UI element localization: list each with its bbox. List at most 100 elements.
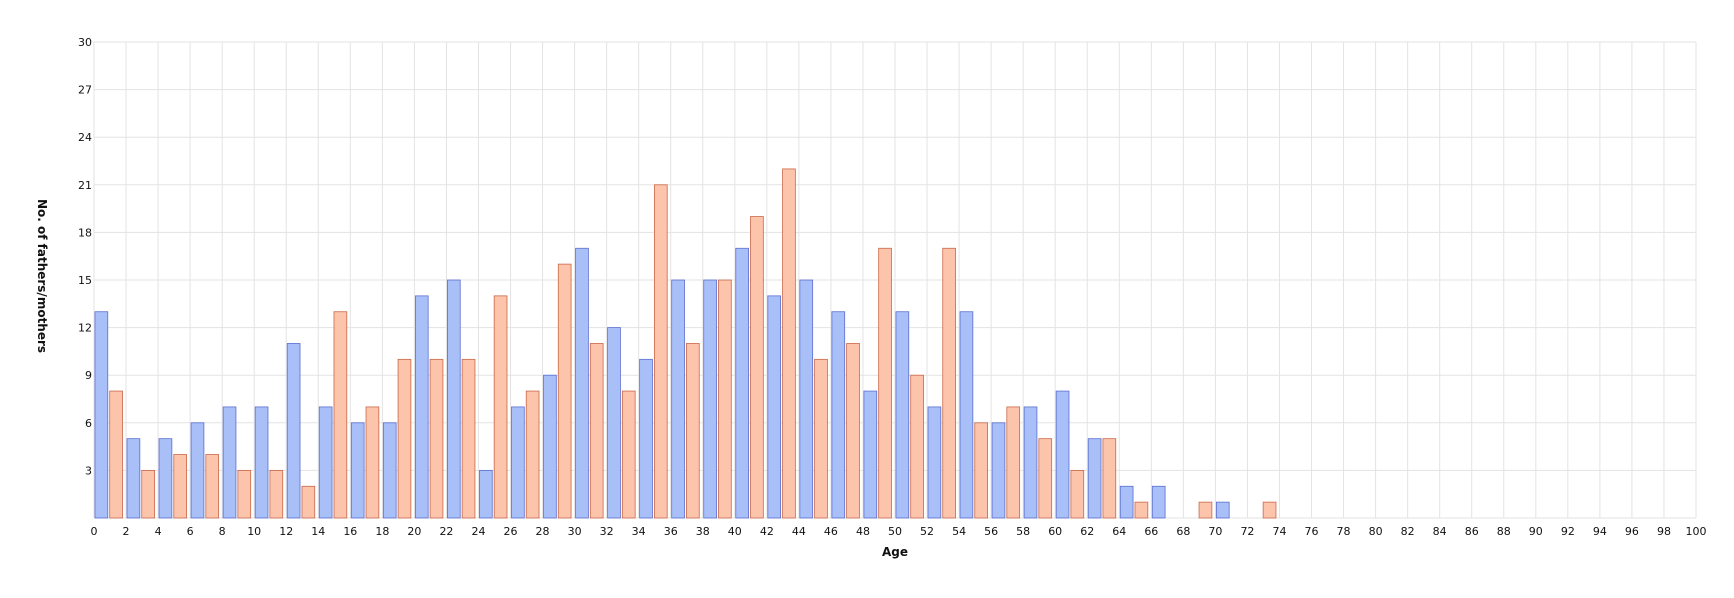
bar-series-1: [607, 327, 621, 519]
bar-series-1: [158, 438, 173, 519]
bar-series-2: [653, 184, 668, 519]
bar-series-1: [446, 279, 461, 519]
x-tick-label: 12: [279, 525, 293, 538]
bar-series-2: [1262, 501, 1277, 519]
bar-series-1: [1215, 501, 1230, 519]
x-tick-label: 56: [984, 525, 998, 538]
bar-series-2: [942, 247, 956, 519]
bar-series-2: [1102, 438, 1117, 519]
x-tick-label: 42: [760, 525, 774, 538]
bar-series-1: [350, 422, 365, 519]
x-tick-label: 46: [824, 525, 838, 538]
x-tick-label: 100: [1686, 525, 1707, 538]
bar-series-2: [397, 358, 412, 519]
bar-series-2: [589, 343, 604, 519]
bar-series-1: [671, 279, 685, 519]
x-tick-label: 20: [407, 525, 421, 538]
bar-series-2: [750, 216, 764, 519]
bar-series-1: [1023, 406, 1038, 519]
bar-series-2: [365, 406, 380, 519]
bar-series-1: [895, 311, 910, 519]
x-tick-label: 18: [375, 525, 389, 538]
x-tick-label: 80: [1369, 525, 1383, 538]
x-tick-label: 22: [439, 525, 453, 538]
x-tick-label: 54: [952, 525, 966, 538]
x-tick-label: 62: [1080, 525, 1094, 538]
x-tick-label: 48: [856, 525, 870, 538]
y-tick-label: 9: [85, 369, 92, 382]
bar-series-1: [382, 422, 397, 519]
bar-series-2: [525, 390, 540, 519]
x-tick-label: 10: [247, 525, 261, 538]
x-tick-label: 50: [888, 525, 902, 538]
x-tick-label: 30: [568, 525, 582, 538]
bar-series-2: [1038, 438, 1053, 519]
bar-series-2: [173, 454, 187, 519]
bar-series-2: [686, 343, 700, 519]
x-tick-label: 24: [471, 525, 485, 538]
x-tick-label: 44: [792, 525, 806, 538]
bar-series-2: [846, 343, 860, 519]
x-tick-label: 88: [1497, 525, 1511, 538]
bar-series-1: [1055, 390, 1070, 519]
bars-layer: [94, 168, 1277, 519]
y-tick-label: 30: [78, 36, 92, 49]
x-tick-label: 90: [1529, 525, 1543, 538]
x-tick-label: 52: [920, 525, 934, 538]
bar-series-2: [782, 168, 796, 519]
bar-series-2: [878, 247, 892, 519]
bar-series-1: [927, 406, 942, 519]
x-tick-label: 26: [504, 525, 518, 538]
x-tick-label: 58: [1016, 525, 1030, 538]
y-tick-label: 12: [78, 322, 92, 335]
x-tick-label: 74: [1272, 525, 1286, 538]
y-tick-label: 3: [85, 464, 92, 477]
bar-series-1: [991, 422, 1006, 519]
x-tick-label: 86: [1465, 525, 1479, 538]
bar-series-2: [718, 279, 732, 519]
x-tick-label: 72: [1240, 525, 1254, 538]
bar-series-1: [94, 311, 109, 519]
bar-series-1: [1151, 485, 1166, 519]
bar-series-2: [205, 454, 220, 519]
x-tick-label: 6: [187, 525, 194, 538]
y-axis-title: No. of fathers/mothers: [35, 199, 49, 353]
bar-series-1: [286, 343, 301, 519]
x-tick-label: 76: [1305, 525, 1319, 538]
x-tick-label: 38: [696, 525, 710, 538]
bar-series-1: [863, 390, 878, 519]
x-tick-label: 64: [1112, 525, 1126, 538]
bar-series-2: [910, 374, 924, 519]
bar-series-1: [479, 469, 493, 519]
x-tick-label: 4: [155, 525, 162, 538]
bar-series-1: [511, 406, 525, 519]
bar-series-2: [621, 390, 636, 519]
bar-series-2: [333, 311, 348, 519]
y-tick-label: 27: [78, 84, 92, 97]
bar-series-1: [831, 311, 846, 519]
bar-series-1: [126, 438, 141, 519]
x-tick-label: 16: [343, 525, 357, 538]
bar-series-1: [543, 374, 557, 519]
bar-series-1: [703, 279, 717, 519]
bar-series-1: [735, 247, 749, 519]
x-tick-label: 94: [1593, 525, 1607, 538]
bar-series-1: [1119, 485, 1134, 519]
x-tick-label: 32: [600, 525, 614, 538]
x-tick-label: 60: [1048, 525, 1062, 538]
bar-series-2: [141, 469, 155, 519]
bar-series-1: [254, 406, 269, 519]
x-tick-label: 78: [1337, 525, 1351, 538]
x-tick-label: 96: [1625, 525, 1639, 538]
bar-series-2: [301, 485, 316, 519]
bar-series-2: [1198, 501, 1213, 519]
bar-series-2: [1134, 501, 1149, 519]
bar-series-1: [1087, 438, 1102, 519]
bar-series-2: [814, 358, 828, 519]
x-tick-label: 14: [311, 525, 325, 538]
grid-layer: [93, 41, 1697, 519]
bar-series-2: [269, 469, 284, 519]
bar-series-2: [1070, 469, 1085, 519]
bar-series-2: [1006, 406, 1021, 519]
